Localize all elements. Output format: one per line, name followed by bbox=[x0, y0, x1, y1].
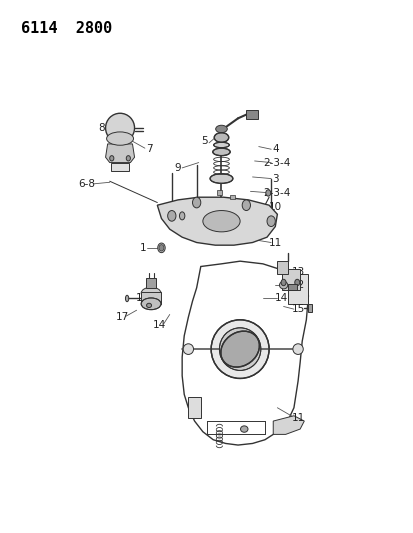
Circle shape bbox=[126, 156, 130, 161]
Ellipse shape bbox=[146, 303, 151, 308]
Text: 11: 11 bbox=[291, 414, 304, 423]
Ellipse shape bbox=[219, 328, 260, 370]
Bar bbox=[308, 304, 311, 312]
Text: 9: 9 bbox=[174, 163, 181, 173]
Circle shape bbox=[167, 211, 176, 221]
Ellipse shape bbox=[105, 114, 134, 143]
Bar bbox=[287, 284, 296, 290]
Ellipse shape bbox=[106, 132, 133, 146]
Ellipse shape bbox=[125, 295, 128, 302]
Text: 15: 15 bbox=[291, 304, 304, 314]
Bar bbox=[141, 292, 161, 304]
Ellipse shape bbox=[210, 174, 232, 183]
Text: 4: 4 bbox=[271, 144, 278, 154]
Text: 6114  2800: 6114 2800 bbox=[21, 21, 112, 36]
Polygon shape bbox=[273, 416, 304, 434]
Text: 1: 1 bbox=[139, 243, 146, 253]
Bar bbox=[111, 163, 129, 171]
Ellipse shape bbox=[157, 243, 165, 253]
Ellipse shape bbox=[279, 281, 287, 289]
Ellipse shape bbox=[213, 142, 229, 148]
Circle shape bbox=[192, 197, 200, 208]
Text: 8: 8 bbox=[98, 123, 104, 133]
Ellipse shape bbox=[141, 298, 161, 310]
Circle shape bbox=[109, 156, 114, 161]
Text: 5: 5 bbox=[201, 136, 208, 146]
Text: 2-3-4: 2-3-4 bbox=[262, 158, 290, 167]
Ellipse shape bbox=[212, 148, 230, 156]
Ellipse shape bbox=[265, 190, 270, 196]
Circle shape bbox=[266, 216, 275, 227]
Bar bbox=[217, 190, 222, 195]
Bar bbox=[188, 397, 200, 418]
Text: 17: 17 bbox=[115, 312, 128, 322]
Ellipse shape bbox=[214, 133, 228, 142]
Ellipse shape bbox=[159, 245, 164, 251]
Ellipse shape bbox=[141, 287, 161, 299]
Ellipse shape bbox=[179, 212, 185, 220]
Circle shape bbox=[294, 279, 299, 286]
Text: 13: 13 bbox=[291, 267, 304, 277]
Ellipse shape bbox=[202, 211, 240, 232]
Text: 7: 7 bbox=[145, 144, 152, 154]
Bar bbox=[287, 274, 308, 304]
Text: 12: 12 bbox=[291, 280, 304, 290]
Text: 14: 14 bbox=[152, 320, 166, 330]
Polygon shape bbox=[105, 144, 134, 163]
Ellipse shape bbox=[220, 331, 259, 367]
Ellipse shape bbox=[215, 125, 227, 133]
Text: 10: 10 bbox=[268, 202, 281, 212]
Circle shape bbox=[280, 279, 285, 286]
Polygon shape bbox=[157, 197, 277, 245]
Text: 11: 11 bbox=[268, 238, 281, 247]
Ellipse shape bbox=[183, 344, 193, 354]
Ellipse shape bbox=[211, 320, 268, 378]
Bar bbox=[281, 269, 299, 290]
Text: 3: 3 bbox=[271, 174, 278, 183]
Text: 14: 14 bbox=[274, 294, 287, 303]
Text: 2-3-4: 2-3-4 bbox=[262, 188, 290, 198]
Bar bbox=[246, 110, 257, 119]
Bar bbox=[277, 261, 287, 274]
Bar bbox=[146, 278, 156, 288]
Ellipse shape bbox=[240, 426, 247, 432]
Circle shape bbox=[242, 200, 250, 211]
Text: 16: 16 bbox=[136, 294, 149, 303]
Ellipse shape bbox=[292, 344, 302, 354]
Text: 6-8: 6-8 bbox=[78, 179, 95, 189]
Bar bbox=[229, 195, 234, 199]
